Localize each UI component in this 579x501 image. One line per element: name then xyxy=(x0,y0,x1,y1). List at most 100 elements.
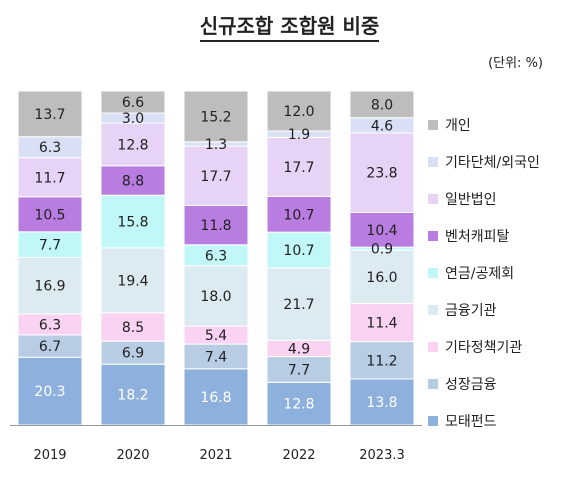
bar-segment xyxy=(17,90,83,138)
data-label: 11.7 xyxy=(34,170,65,186)
legend-label: 일반법인 xyxy=(445,192,497,208)
data-label: 8.8 xyxy=(122,174,144,190)
bar-segment xyxy=(183,204,249,246)
bar-segment xyxy=(100,247,166,314)
legend-label: 기타단체/외국인 xyxy=(445,155,540,171)
category-label: 2023.3 xyxy=(359,448,405,463)
data-label: 12.0 xyxy=(283,104,314,120)
data-label: 7.7 xyxy=(39,238,61,254)
data-label: 0.9 xyxy=(371,242,393,258)
data-label: 16.9 xyxy=(34,279,65,295)
bar-segment xyxy=(100,363,166,426)
bar-segment xyxy=(266,195,332,233)
bar-segment xyxy=(349,90,415,119)
bar-segment xyxy=(266,356,332,383)
bar-segment xyxy=(349,249,415,305)
data-label: 6.7 xyxy=(39,339,61,355)
data-label: 6.3 xyxy=(39,140,61,156)
data-label: 10.7 xyxy=(283,207,314,223)
data-label: 4.6 xyxy=(371,118,393,134)
data-label: 1.3 xyxy=(205,137,227,153)
data-label: 6.6 xyxy=(122,95,144,111)
bar-segment xyxy=(183,90,249,143)
legend-swatch xyxy=(428,268,438,278)
data-label: 6.3 xyxy=(39,317,61,333)
legend-swatch xyxy=(428,379,438,389)
legend-label: 성장금융 xyxy=(445,377,497,393)
data-label: 5.4 xyxy=(205,328,227,344)
bar-segment xyxy=(17,196,83,233)
legend-label: 모태펀드 xyxy=(445,414,497,430)
bar-segment xyxy=(100,194,166,249)
data-label: 8.5 xyxy=(122,320,144,336)
bar-segment xyxy=(183,368,249,426)
category-labels-group: 2019 2020 2021 2022 2023.3 xyxy=(33,448,404,463)
bar-segment xyxy=(349,211,415,248)
bar-segment xyxy=(183,343,249,370)
data-label: 17.7 xyxy=(283,160,314,176)
data-label: 6.9 xyxy=(122,346,144,362)
data-label: 1.9 xyxy=(288,127,310,143)
data-label: 10.7 xyxy=(283,243,314,259)
category-label: 2022 xyxy=(282,448,315,463)
bar-segment xyxy=(100,165,166,196)
bar-segment xyxy=(17,356,83,426)
legend-swatch xyxy=(428,416,438,426)
data-label: 10.5 xyxy=(34,207,65,223)
data-label: 10.4 xyxy=(366,223,397,239)
bar-segment xyxy=(100,90,166,114)
value-labels-group: 20.3 6.7 6.3 16.9 7.7 10.5 11.7 6.3 13.7 18.2 6.9 8… xyxy=(34,95,397,413)
legend-label: 연금/공제회 xyxy=(445,266,514,282)
data-label: 12.8 xyxy=(117,137,148,153)
bar-segment xyxy=(183,265,249,327)
legend-label: 개인 xyxy=(445,118,471,134)
legend-label: 벤처캐피탈 xyxy=(445,229,510,245)
data-label: 7.7 xyxy=(288,362,310,378)
bar-segment xyxy=(17,256,83,315)
data-label: 7.4 xyxy=(205,349,227,365)
data-label: 16.0 xyxy=(366,270,397,286)
data-label: 11.8 xyxy=(200,218,231,234)
category-label: 2020 xyxy=(116,448,149,463)
bar-segment xyxy=(266,231,332,269)
data-label: 6.3 xyxy=(205,248,227,264)
category-label: 2021 xyxy=(199,448,232,463)
data-label: 12.8 xyxy=(283,397,314,413)
data-label: 17.7 xyxy=(200,169,231,185)
bar-segment xyxy=(17,157,83,198)
data-label: 23.8 xyxy=(366,166,397,182)
legend-swatch xyxy=(428,342,438,352)
data-label: 20.3 xyxy=(34,384,65,400)
data-label: 18.0 xyxy=(200,289,231,305)
legend-swatch xyxy=(428,194,438,204)
bar-segment xyxy=(349,341,415,380)
legend: 개인기타단체/외국인일반법인벤처캐피탈연금/공제회금융기관기타정책기관성장금융모… xyxy=(428,118,540,430)
legend-label: 금융기관 xyxy=(445,303,497,319)
legend-swatch xyxy=(428,231,438,241)
data-label: 21.7 xyxy=(283,297,314,313)
data-label: 15.8 xyxy=(117,215,148,231)
unit-label: (단위: %) xyxy=(488,56,543,71)
bars-group xyxy=(17,90,415,426)
data-label: 3.0 xyxy=(122,111,144,127)
data-label: 18.2 xyxy=(117,388,148,404)
data-label: 19.4 xyxy=(117,273,148,289)
data-label: 13.8 xyxy=(366,395,397,411)
bar-segment xyxy=(100,312,166,342)
bar-segment xyxy=(266,90,332,132)
category-label: 2019 xyxy=(33,448,66,463)
data-label: 4.9 xyxy=(288,341,310,357)
legend-swatch xyxy=(428,157,438,167)
data-label: 11.4 xyxy=(366,316,397,332)
legend-swatch xyxy=(428,305,438,315)
data-label: 13.7 xyxy=(34,107,65,123)
legend-label: 기타정책기관 xyxy=(445,340,522,356)
legend-swatch xyxy=(428,120,438,130)
chart-title-text: 신규조합 조합원 비중 xyxy=(199,14,380,42)
data-label: 16.8 xyxy=(200,390,231,406)
data-label: 8.0 xyxy=(371,97,393,113)
bar-segment xyxy=(266,136,332,197)
data-label: 15.2 xyxy=(200,109,231,125)
data-label: 11.2 xyxy=(366,353,397,369)
